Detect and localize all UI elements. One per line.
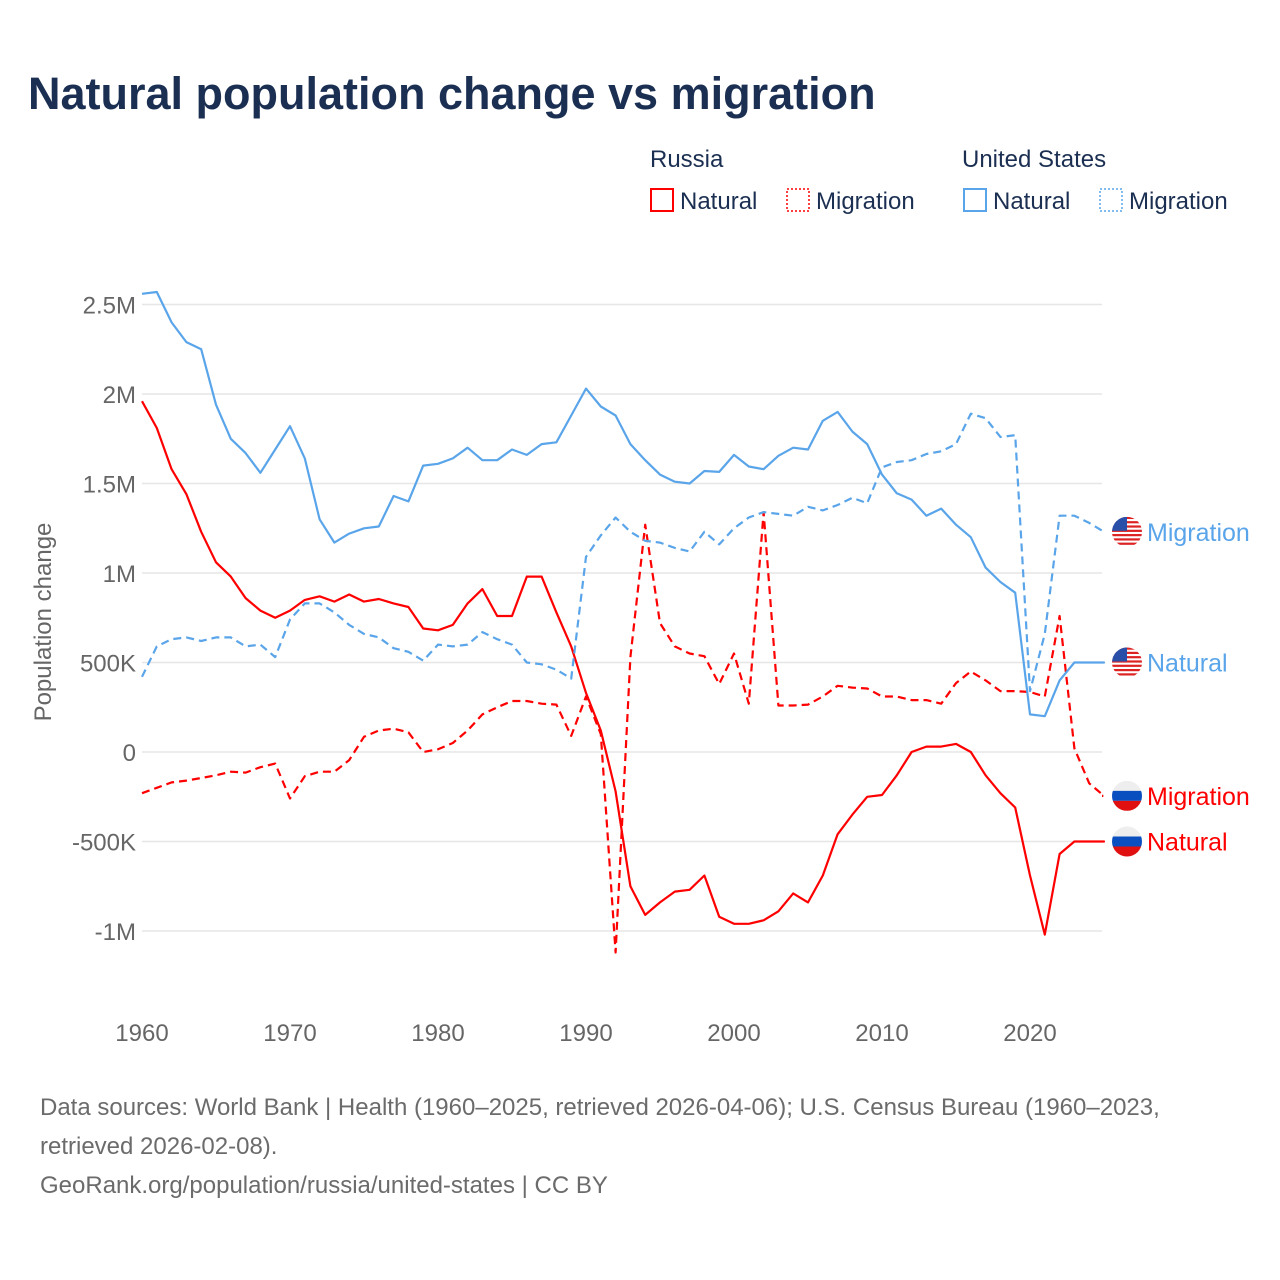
x-tick-label: 1990 [559, 1020, 612, 1047]
attribution[interactable]: GeoRank.org/population/russia/united-sta… [40, 1172, 608, 1199]
x-tick-label: 1960 [115, 1020, 168, 1047]
flag-blue [1112, 836, 1142, 847]
series-line-russia-migration [141, 510, 1106, 954]
y-tick-label: 500K [80, 651, 136, 678]
flag-icon-united-states [1112, 516, 1142, 547]
y-tick-label: 1M [103, 561, 136, 588]
x-tick-label: 2010 [855, 1020, 908, 1047]
y-tick-label: 2M [103, 382, 136, 409]
y-axis-label: Population change [30, 523, 57, 722]
flag-icon-russia [1112, 826, 1142, 857]
footer: Data sources: World Bank | Health (1960–… [40, 1088, 1250, 1205]
flag-body [1112, 516, 1142, 547]
legend-swatch-us-migration [1099, 188, 1123, 212]
end-label-us-natural: Natural [1147, 650, 1228, 678]
flag-body [1112, 826, 1142, 857]
flag-stripe [1112, 542, 1142, 545]
flag-stripe [1112, 669, 1142, 672]
flag-stripe [1112, 664, 1142, 667]
y-tick-label: 1.5M [83, 472, 136, 499]
x-tick-label: 2020 [1003, 1020, 1056, 1047]
legend-group-russia: Russia [650, 146, 724, 173]
legend-item-us-natural[interactable]: Natural [993, 188, 1070, 215]
flag-stripe [1112, 534, 1142, 537]
legend-item-us-migration[interactable]: Migration [1129, 188, 1228, 215]
y-tick-label: 0 [123, 740, 136, 767]
flag-icon-russia [1112, 780, 1142, 811]
x-tick-label: 1970 [263, 1020, 316, 1047]
flag-white [1112, 780, 1142, 791]
flag-icon-united-states [1112, 647, 1142, 678]
end-label-russia-migration: Migration [1147, 783, 1250, 811]
legend-group-us: United States [962, 146, 1106, 173]
legend: Russia Natural Migration United States N… [650, 146, 1228, 215]
series-line-us-natural [141, 290, 1106, 718]
flag-red [1112, 846, 1142, 857]
x-tick-label: 1980 [411, 1020, 464, 1047]
legend-swatch-russia-natural [650, 188, 674, 212]
legend-swatch-us-natural [963, 188, 987, 212]
y-tick-label: -1M [95, 919, 136, 946]
flag-canton [1112, 647, 1127, 662]
legend-item-russia-migration[interactable]: Migration [816, 188, 915, 215]
series-line-us-migration [141, 412, 1106, 693]
data-sources: Data sources: World Bank | Health (1960–… [40, 1094, 1160, 1160]
legend-item-russia-natural[interactable]: Natural [680, 188, 757, 215]
flag-stripe [1112, 538, 1142, 541]
y-tick-label: 2.5M [83, 293, 136, 320]
y-tick-label: -500K [72, 830, 136, 857]
flag-body [1112, 780, 1142, 811]
legend-swatch-russia-migration [786, 188, 810, 212]
flag-red [1112, 800, 1142, 811]
flag-stripe [1112, 673, 1142, 676]
flag-canton [1112, 516, 1127, 531]
series-line-russia-natural [141, 400, 1106, 936]
flag-blue [1112, 790, 1142, 801]
x-tick-label: 2000 [707, 1020, 760, 1047]
end-label-russia-natural: Natural [1147, 829, 1228, 857]
end-label-us-migration: Migration [1147, 519, 1250, 547]
flag-body [1112, 647, 1142, 678]
flag-white [1112, 826, 1142, 837]
chart-title: Natural population change vs migration [28, 68, 876, 119]
